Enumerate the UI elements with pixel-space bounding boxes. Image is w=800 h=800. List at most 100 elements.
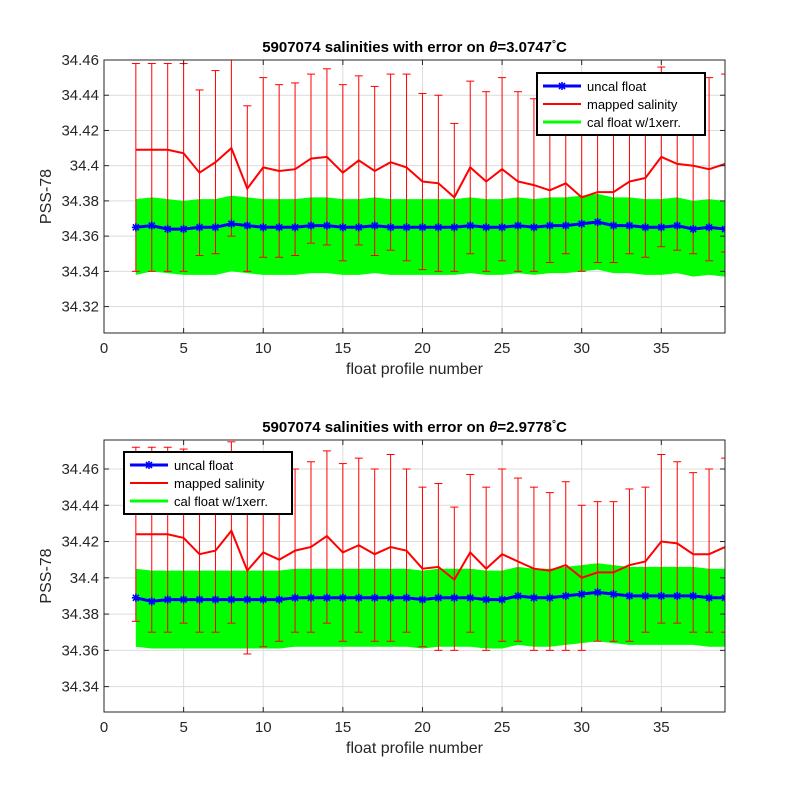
uncal-float-point [641, 591, 650, 600]
uncal-float-point [386, 223, 395, 232]
cal-float-band [135, 193, 725, 277]
uncal-float-point [322, 593, 331, 602]
uncal-float-point [163, 595, 172, 604]
star-stroke [450, 594, 458, 602]
star-stroke [673, 221, 681, 230]
uncal-float-point [402, 593, 411, 602]
uncal-float-point [514, 591, 522, 600]
uncal-float-point [721, 593, 725, 602]
y-tick-label: 34.36 [61, 642, 99, 659]
legend-label: mapped salinity [587, 97, 678, 112]
legend-item-uncal-float: uncal float [130, 458, 234, 473]
star-stroke [625, 592, 634, 600]
uncal-float-point [577, 590, 586, 599]
star-stroke [211, 596, 220, 604]
uncal-float-point [211, 595, 220, 604]
uncal-float-point [593, 218, 602, 227]
star-stroke [259, 596, 267, 604]
x-tick-label: 5 [179, 340, 187, 357]
star-stroke [323, 594, 331, 602]
star-stroke [195, 596, 204, 604]
star-stroke [482, 596, 490, 604]
star-stroke [180, 225, 188, 233]
x-tick-label: 20 [414, 340, 431, 357]
uncal-float-point [211, 223, 220, 232]
star-stroke [530, 223, 538, 231]
uncal-float-point [657, 223, 666, 232]
star-stroke [339, 594, 347, 602]
star-stroke [657, 592, 665, 600]
uncal-float-point [498, 223, 507, 232]
legend-item-cal-float: cal float w/1xerr. [130, 494, 268, 509]
uncal-float-point [625, 221, 634, 230]
legend-star-marker [145, 461, 153, 469]
axes-box [103, 439, 726, 713]
legend-item-mapped-salinity: mapped salinity [543, 97, 678, 112]
y-tick-label: 34.36 [61, 228, 99, 245]
star-stroke [243, 596, 251, 604]
star-stroke [578, 590, 586, 598]
legend-label: uncal float [174, 458, 234, 473]
x-tick-label: 20 [414, 719, 431, 736]
x-tick-label: 10 [255, 340, 272, 357]
star-stroke [705, 223, 713, 231]
uncal-float-point [147, 597, 156, 606]
star-stroke [721, 594, 725, 599]
title-degree: ° [552, 39, 556, 50]
star-stroke [673, 592, 681, 600]
uncal-float-markers [131, 588, 725, 606]
x-axis-label: float profile number [346, 740, 484, 757]
uncal-float-point [179, 225, 188, 234]
ticks [103, 59, 725, 333]
star-stroke [243, 221, 251, 230]
title-prefix: 5907074 salinities with error on [262, 39, 489, 56]
star-stroke [164, 225, 172, 233]
uncal-float-point [482, 223, 491, 232]
star-stroke [371, 594, 379, 602]
star-stroke [339, 223, 347, 231]
uncal-float-point [307, 221, 315, 230]
star-stroke [498, 223, 506, 231]
star-stroke [641, 223, 649, 231]
uncal-float-point [243, 221, 252, 230]
uncal-float-point [529, 593, 538, 602]
star-stroke [558, 82, 566, 90]
uncal-float-point [673, 591, 682, 600]
x-tick-label: 0 [100, 340, 108, 357]
star-stroke [227, 220, 235, 228]
star-stroke [546, 594, 554, 602]
x-tick-label: 30 [573, 340, 590, 357]
uncal-float-point [434, 223, 443, 232]
star-stroke [387, 594, 395, 602]
legend-item-mapped-salinity: mapped salinity [130, 476, 265, 491]
star-stroke [578, 220, 586, 228]
star-stroke [514, 221, 522, 230]
star-stroke [482, 223, 490, 231]
star-stroke [514, 592, 522, 600]
y-tick-label: 34.46 [61, 461, 99, 478]
star-stroke [402, 223, 411, 231]
star-stroke [227, 596, 235, 604]
legend: uncal float mapped salinity cal float w/1x… [536, 72, 706, 136]
star-stroke [625, 221, 634, 230]
star-stroke [721, 225, 725, 231]
star-stroke [498, 596, 506, 604]
star-stroke [466, 221, 474, 230]
chart-title: 5907074 salinities with error on θ=2.977… [262, 419, 567, 437]
star-stroke [546, 221, 554, 230]
uncal-float-point [402, 223, 411, 232]
uncal-float-point [450, 593, 459, 602]
uncal-float-point [705, 593, 714, 602]
star-stroke [275, 223, 283, 231]
star-stroke [418, 223, 427, 231]
uncal-float-point [370, 221, 379, 230]
x-tick-label: 15 [335, 340, 352, 357]
uncal-float-point [529, 223, 538, 232]
uncal-float-point [418, 595, 427, 604]
y-axis-label: PSS-78 [38, 169, 55, 224]
uncal-float-point [721, 225, 725, 234]
uncal-float-point [466, 593, 475, 602]
y-tick-label: 34.38 [61, 606, 99, 623]
star-stroke [211, 223, 220, 231]
